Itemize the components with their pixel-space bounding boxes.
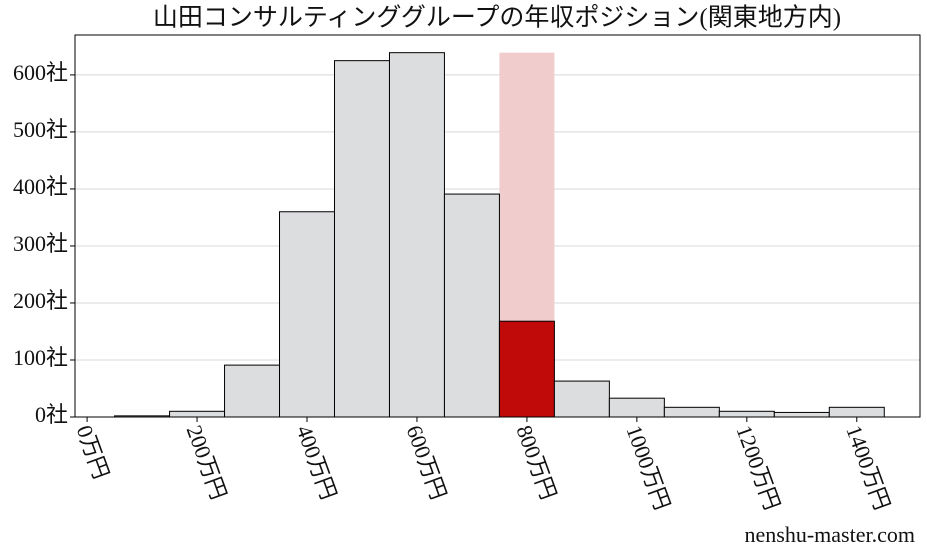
x-tick-label: 200万円: [182, 422, 232, 503]
bar: [773, 411, 830, 418]
y-tick-label: 0社: [35, 402, 68, 427]
bar: [828, 406, 885, 418]
bar: [443, 193, 500, 418]
x-tick-label: 1200万円: [731, 422, 785, 513]
bar: [498, 320, 555, 418]
watermark: nenshu-master.com: [745, 522, 915, 547]
bar: [333, 60, 390, 418]
x-tick-label: 600万円: [402, 422, 452, 503]
y-tick-label: 500社: [13, 117, 68, 142]
x-tick-label: 1000万円: [621, 422, 675, 513]
bar: [553, 380, 610, 418]
chart-title: 山田コンサルティンググループの年収ポジション(関東地方内): [153, 4, 841, 32]
bar: [388, 52, 445, 418]
bar: [608, 397, 665, 418]
bar: [169, 410, 226, 418]
y-tick-label: 600社: [13, 60, 68, 85]
x-tick-label: 0万円: [72, 422, 114, 482]
x-tick-label: 800万円: [511, 422, 561, 503]
bar: [224, 364, 281, 418]
x-tick-label: 1400万円: [841, 422, 895, 513]
plot-frame: [74, 34, 921, 418]
bar: [663, 406, 720, 418]
y-tick-label: 300社: [13, 231, 68, 256]
bar: [718, 410, 775, 418]
bar: [279, 211, 335, 418]
y-tick-label: 200社: [13, 288, 68, 313]
y-tick-label: 100社: [13, 345, 68, 370]
x-tick-label: 400万円: [292, 422, 342, 503]
y-tick-label: 400社: [13, 174, 68, 199]
